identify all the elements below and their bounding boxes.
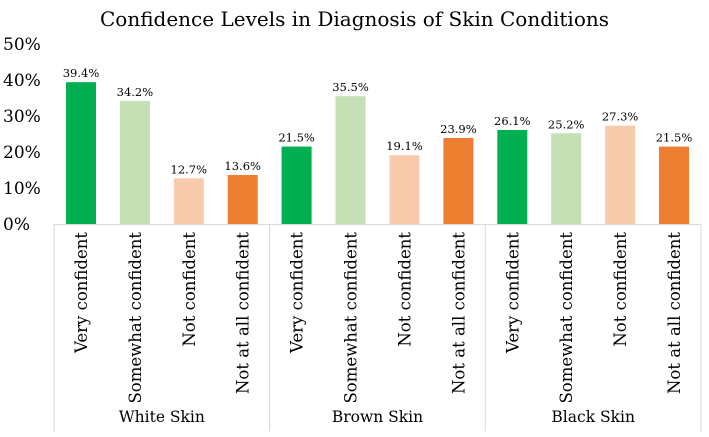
- y-tick-label: 0%: [3, 215, 30, 235]
- x-category-label: Somewhat confident: [342, 232, 361, 404]
- x-group-label: Black Skin: [551, 408, 635, 426]
- x-category-label: Not confident: [396, 232, 415, 347]
- chart-title: Confidence Levels in Diagnosis of Skin C…: [100, 7, 609, 31]
- bar: [659, 146, 689, 224]
- data-label: 39.4%: [63, 66, 100, 80]
- bar: [281, 146, 312, 224]
- bar: [227, 175, 258, 224]
- data-label: 12.7%: [171, 162, 208, 176]
- y-tick-label: 50%: [3, 35, 41, 55]
- x-category-label: Not confident: [180, 232, 199, 347]
- x-category-label: Somewhat confident: [126, 232, 145, 404]
- x-category-label: Not at all confident: [449, 232, 468, 394]
- y-axis: 0% 10% 20% 30% 40% 50%: [3, 35, 41, 235]
- y-tick-label: 10%: [3, 179, 41, 199]
- data-label: 19.1%: [386, 139, 423, 153]
- data-labels: 39.4% 34.2% 12.7% 13.6% 21.5% 35.5% 19.1% 23.9%…: [63, 66, 693, 176]
- bar: [173, 178, 204, 224]
- x-category-label: Very confident: [288, 232, 307, 354]
- data-label: 25.2%: [548, 117, 585, 131]
- x-group-label: White Skin: [119, 408, 205, 426]
- x-category-label: Somewhat confident: [557, 232, 576, 404]
- x-category-label: Very confident: [72, 232, 91, 354]
- bar: [66, 82, 96, 224]
- x-group-label: Brown Skin: [332, 408, 423, 426]
- data-label: 21.5%: [656, 131, 693, 145]
- x-axis: Very confident Somewhat confident Not conf…: [53, 224, 702, 432]
- bar: [497, 130, 528, 224]
- data-label: 23.9%: [440, 122, 477, 136]
- data-label: 21.5%: [278, 131, 315, 145]
- bar: [443, 138, 474, 224]
- bar: [551, 133, 582, 224]
- y-tick-label: 20%: [3, 143, 41, 163]
- x-category-label: Very confident: [503, 232, 522, 354]
- x-category-label: Not at all confident: [665, 232, 684, 394]
- bar: [335, 96, 366, 224]
- data-label: 26.1%: [494, 114, 531, 128]
- bar-series: [66, 82, 689, 224]
- y-tick-label: 30%: [3, 107, 41, 127]
- y-tick-label: 40%: [3, 71, 41, 91]
- data-label: 35.5%: [332, 80, 369, 94]
- data-label: 27.3%: [602, 110, 639, 124]
- x-category-label: Not confident: [611, 232, 630, 347]
- bar: [605, 125, 636, 224]
- data-label: 34.2%: [117, 85, 154, 99]
- x-category-label: Not at all confident: [234, 232, 253, 394]
- bar: [119, 100, 150, 224]
- data-label: 13.6%: [224, 159, 261, 173]
- bar: [389, 155, 420, 224]
